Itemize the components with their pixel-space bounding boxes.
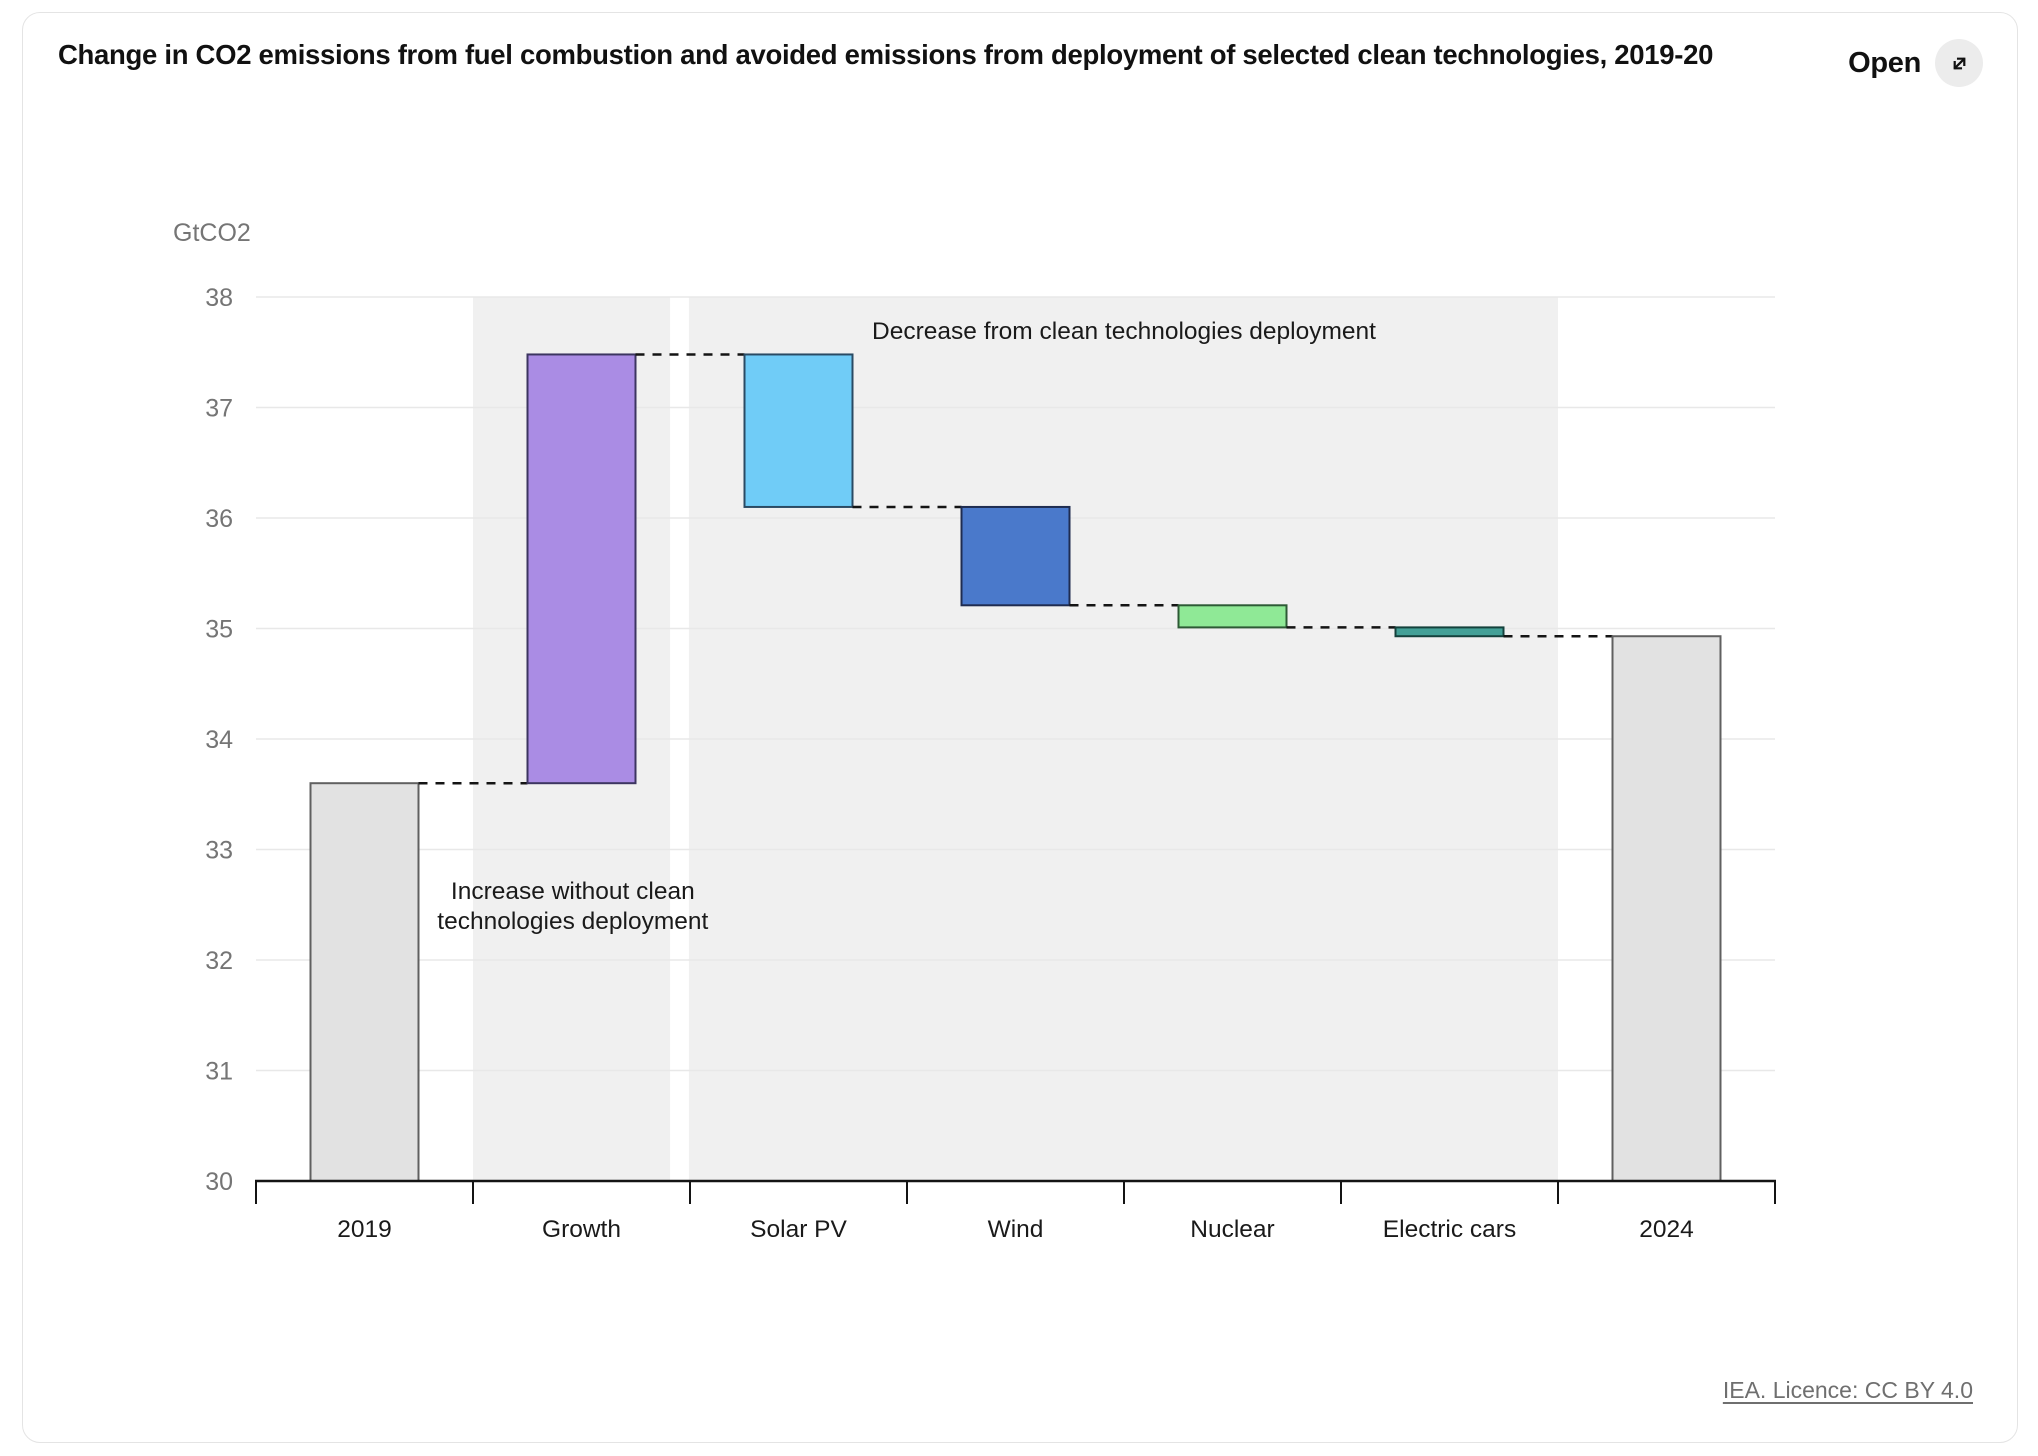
bar-wind[interactable] [960, 505, 1071, 607]
y-axis-tick-label: 32 [205, 947, 233, 975]
y-axis-tick-label: 38 [205, 284, 233, 312]
x-axis-label-2019: 2019 [337, 1216, 392, 1243]
x-axis-label-nuclear: Nuclear [1190, 1216, 1274, 1243]
y-axis-tick-label: 37 [205, 395, 233, 423]
x-axis-label-solar-pv: Solar PV [750, 1216, 847, 1243]
bar-2024[interactable] [1611, 635, 1722, 1182]
y-axis-tick-label: 33 [205, 837, 233, 865]
y-axis-tick-label: 31 [205, 1058, 233, 1086]
open-button[interactable]: Open [1848, 39, 1983, 87]
decrease-annotation: Decrease from clean technologies deploym… [872, 318, 1376, 345]
y-axis-tick-label: 35 [205, 616, 233, 644]
y-axis-unit-label: GtCO2 [173, 219, 251, 247]
licence-link[interactable]: IEA. Licence: CC BY 4.0 [1722, 1377, 1973, 1403]
x-axis-label-2024: 2024 [1639, 1216, 1694, 1243]
bar-nuclear[interactable] [1177, 604, 1288, 629]
x-axis-label-growth: Growth [542, 1216, 621, 1243]
increase-annotation: technologies deployment [437, 908, 708, 935]
bar-growth[interactable] [526, 353, 637, 785]
increase-annotation: Increase without clean [451, 878, 695, 905]
x-axis-label-wind: Wind [988, 1216, 1044, 1243]
bar-solar-pv[interactable] [743, 353, 854, 508]
bar-2019[interactable] [309, 782, 420, 1182]
x-axis-label-electric-cars: Electric cars [1383, 1216, 1516, 1243]
expand-arrows-icon [1935, 39, 1983, 87]
y-axis-tick-label: 36 [205, 505, 233, 533]
bar-electric-cars[interactable] [1394, 626, 1505, 638]
chart-title: Change in CO2 emissions from fuel combus… [58, 39, 1714, 70]
y-axis-tick-label: 34 [205, 726, 233, 754]
y-axis-tick-label: 30 [205, 1168, 233, 1196]
open-button-label: Open [1848, 46, 1921, 79]
